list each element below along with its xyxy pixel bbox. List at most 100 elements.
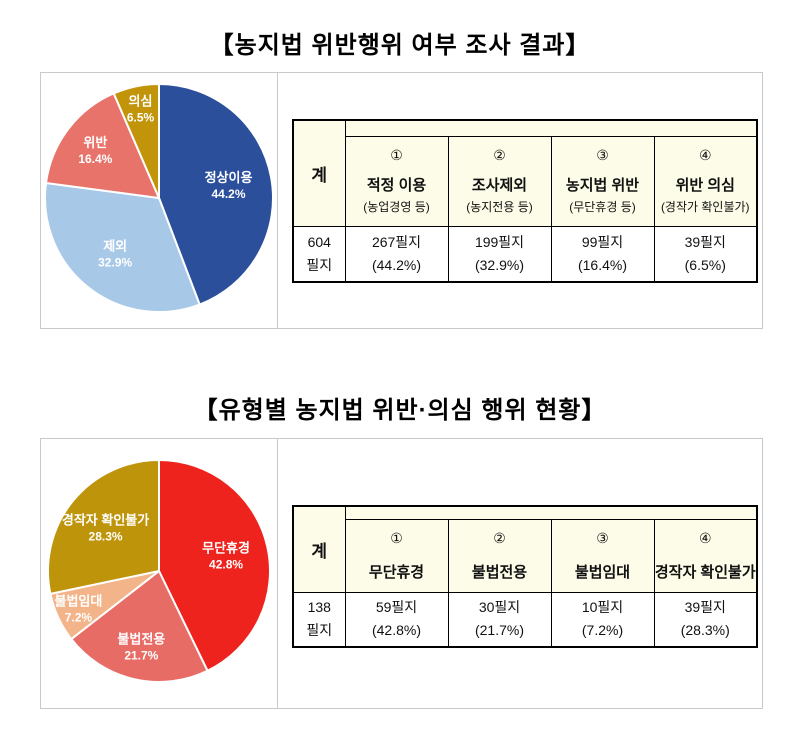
table1-col3-name: 농지법 위반 <box>565 177 640 194</box>
circled-2-icon: ② <box>493 147 506 163</box>
table2-col2-header: ② 불법전용 <box>447 518 552 593</box>
table1-col1-name: 적정 이용 <box>366 177 427 194</box>
total-unit: 필지 <box>306 256 333 273</box>
table2-header-cap <box>344 505 758 520</box>
total-count: 604 <box>307 233 331 250</box>
cell-percent: (16.4%) <box>577 256 628 273</box>
section-1-chart-area: 정상이용 44.2% 제외 32.9% 위반 16.4% 의심 6.5% <box>41 73 278 328</box>
table1-total-header: 계 <box>292 119 346 227</box>
pie-slice-4 <box>112 83 160 199</box>
pie-slice-label: 제외 <box>103 238 127 253</box>
total-unit: 필지 <box>306 622 333 639</box>
pie-slice-percent: 32.9% <box>98 255 132 269</box>
pie-slice-percent: 42.8% <box>209 558 243 572</box>
pie-slice-percent: 6.5% <box>127 111 155 125</box>
table-row: 604 필지 267필지 (44.2%) 199필지 (32.9%) 99필지 … <box>292 225 758 283</box>
section-2-panel: 무단휴경 42.8% 불법전용 21.7% 불법임대 7.2% 경작자 확인불가 28.3% … <box>40 438 763 709</box>
table1-col4-header: ④ 위반 의심 (경작가 확인불가) <box>653 135 758 227</box>
table1-col2-header: ② 조사제외 (농지전용 등) <box>447 135 552 227</box>
cell-count: 30필지 <box>478 599 521 616</box>
pie-slice-label: 무단휴경 <box>202 541 250 556</box>
pie-slice-3 <box>44 92 160 199</box>
table2-cell-1: 59필지 (42.8%) <box>344 591 449 648</box>
table1-col2-sub: (농지전용 등) <box>466 200 533 214</box>
cell-count: 267필지 <box>371 233 422 250</box>
section-1-title: 【농지법 위반행위 여부 조사 결과】 <box>209 32 591 59</box>
cell-count: 39필지 <box>684 233 726 250</box>
cell-count: 39필지 <box>684 599 726 616</box>
table2-col2-name: 불법전용 <box>471 563 528 581</box>
table2-col1-header: ① 무단휴경 <box>344 518 449 593</box>
pie-slice-label: 불법임대 <box>54 593 102 608</box>
pie-slice-percent: 28.3% <box>89 530 123 544</box>
table2-col4-name: 경작자 확인불가 <box>654 563 756 581</box>
cell-count: 99필지 <box>581 233 624 250</box>
pie-slice-percent: 16.4% <box>78 152 112 166</box>
pie-slice-label: 위반 <box>83 135 107 150</box>
cell-percent: (7.2%) <box>581 622 624 639</box>
circled-4-icon: ④ <box>698 529 712 546</box>
pie-slice-2 <box>70 570 209 683</box>
table2-total-value: 138 필지 <box>292 591 346 648</box>
circled-3-icon: ③ <box>596 529 609 546</box>
table1-cell-3: 99필지 (16.4%) <box>550 225 655 283</box>
table-row: 계 <box>292 505 758 593</box>
pie-slice-1 <box>158 83 274 306</box>
circled-2-icon: ② <box>493 529 506 546</box>
circled-3-icon: ③ <box>596 147 609 163</box>
section-1-table-area: 계 ① 적정 이용 (농업경영 등) ② 조사제외 (농지전용 등) ③ 농지법… <box>278 73 762 328</box>
section-2-table-area: 계 ① 무단휴경 ② 불법전용 ③ 불법임대 ④ 경작자 확인불가 <box>278 439 762 708</box>
survey-result-table: 계 ① 적정 이용 (농업경영 등) ② 조사제외 (농지전용 등) ③ 농지법… <box>292 119 758 283</box>
pie-slice-label: 의심 <box>129 94 153 109</box>
pie-svg: 무단휴경 42.8% 불법전용 21.7% 불법임대 7.2% 경작자 확인불가 28.3% <box>47 459 271 683</box>
cell-count: 10필지 <box>581 599 624 616</box>
table-row: 계 <box>292 119 758 227</box>
circled-1-icon: ① <box>390 147 403 163</box>
table1-header-cap <box>344 119 758 137</box>
table1-col3-header: ③ 농지법 위반 (무단휴경 등) <box>550 135 655 227</box>
table2-cell-3: 10필지 (7.2%) <box>550 591 655 648</box>
table1-col4-name: 위반 의심 <box>675 177 735 194</box>
pie-slice-percent: 44.2% <box>211 187 245 201</box>
cell-percent: (6.5%) <box>684 256 726 273</box>
pie-slice-label: 불법전용 <box>117 632 165 647</box>
pie-slice-percent: 7.2% <box>65 610 93 624</box>
section-1-panel: 정상이용 44.2% 제외 32.9% 위반 16.4% 의심 6.5% 계 ① 적정 이용 … <box>40 72 763 329</box>
violation-types-table: 계 ① 무단휴경 ② 불법전용 ③ 불법임대 ④ 경작자 확인불가 <box>292 505 758 648</box>
pie-slice-label: 경작자 확인불가 <box>62 513 149 528</box>
table1-cell-2: 199필지 (32.9%) <box>447 225 552 283</box>
pie-slice-1 <box>158 459 271 672</box>
cell-percent: (32.9%) <box>474 256 525 273</box>
table2-col4-header: ④ 경작자 확인불가 <box>653 518 758 593</box>
table2-col3-name: 불법임대 <box>574 563 631 581</box>
table1-col2-name: 조사제외 <box>471 177 528 194</box>
section-2-title: 【유형별 농지법 위반·의심 행위 현황】 <box>193 397 607 424</box>
cell-percent: (28.3%) <box>680 622 730 639</box>
pie-slice-label: 정상이용 <box>205 170 253 185</box>
total-count: 138 <box>307 599 331 616</box>
pie-slice-2 <box>44 182 201 313</box>
table1-col3-sub: (무단휴경 등) <box>569 200 636 214</box>
table-row: ① 적정 이용 (농업경영 등) ② 조사제외 (농지전용 등) ③ 농지법 위… <box>293 135 758 227</box>
table-row: 138 필지 59필지 (42.8%) 30필지 (21.7%) 10필지 (7… <box>292 591 758 648</box>
table2-cell-4: 39필지 (28.3%) <box>653 591 758 648</box>
pie-slice-4 <box>47 459 160 595</box>
table1-cell-4: 39필지 (6.5%) <box>653 225 758 283</box>
table1-col1-sub: (농업경영 등) <box>363 200 430 214</box>
pie-slice-percent: 21.7% <box>124 649 158 663</box>
pie-chart-violation-types: 무단휴경 42.8% 불법전용 21.7% 불법임대 7.2% 경작자 확인불가 28.3% <box>45 457 273 690</box>
table2-cell-2: 30필지 (21.7%) <box>447 591 552 648</box>
table2-total-header: 계 <box>292 505 346 593</box>
table1-col4-sub: (경작가 확인불가) <box>660 200 750 214</box>
pie-svg: 정상이용 44.2% 제외 32.9% 위반 16.4% 의심 6.5% <box>44 83 274 313</box>
cell-count: 59필지 <box>375 599 418 616</box>
table1-cell-1: 267필지 (44.2%) <box>344 225 449 283</box>
cell-percent: (42.8%) <box>371 622 422 639</box>
cell-count: 199필지 <box>474 233 525 250</box>
circled-1-icon: ① <box>390 529 403 546</box>
section-2-chart-area: 무단휴경 42.8% 불법전용 21.7% 불법임대 7.2% 경작자 확인불가 28.3% <box>41 439 278 708</box>
table1-total-value: 604 필지 <box>292 225 346 283</box>
cell-percent: (21.7%) <box>474 622 525 639</box>
table1-col1-header: ① 적정 이용 (농업경영 등) <box>344 135 449 227</box>
table2-col3-header: ③ 불법임대 <box>550 518 655 593</box>
